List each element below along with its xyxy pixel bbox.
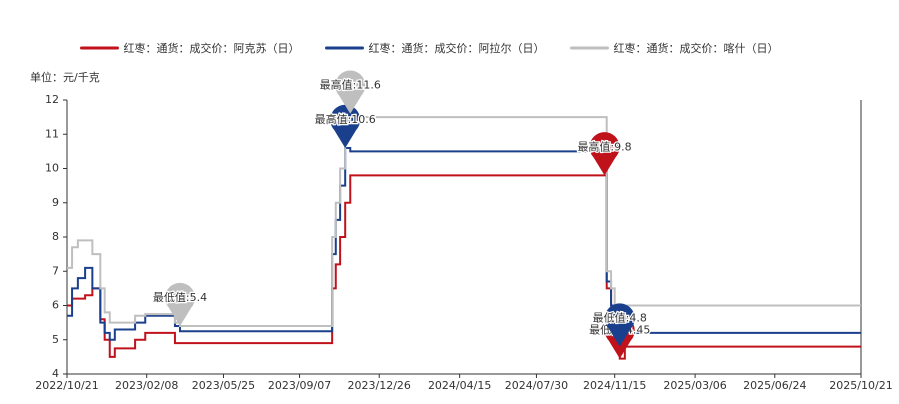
y-tick-label: 4 — [52, 367, 59, 380]
unit-label: 单位：元/千克 — [30, 70, 100, 84]
series-line — [67, 112, 861, 328]
x-tick-label: 2025/03/06 — [663, 379, 726, 392]
pin-marker — [604, 303, 635, 347]
x-tick-label: 2024/07/30 — [505, 379, 568, 392]
pin-label: 最高值:9.8 — [577, 139, 631, 153]
pin-marker — [330, 104, 361, 148]
y-tick-label: 11 — [45, 127, 59, 140]
legend-label: 红枣：通货：成交价：喀什（日） — [614, 41, 779, 55]
x-tick-label: 2025/06/24 — [743, 379, 806, 392]
y-tick-label: 12 — [45, 93, 59, 106]
pin-marker — [165, 282, 196, 327]
y-tick-label: 6 — [52, 299, 59, 312]
y-tick-label: 7 — [52, 264, 59, 277]
pin-marker — [335, 70, 366, 114]
pin-label: 最高值:10.6 — [315, 112, 376, 126]
y-tick-label: 9 — [52, 196, 59, 209]
pin-label: 最低值:4.8 — [593, 312, 647, 325]
x-tick-label: 2023/02/08 — [115, 379, 178, 392]
series-line — [67, 146, 861, 348]
x-tick-label: 2025/10/21 — [829, 379, 892, 392]
x-tick-label: 2023/12/26 — [348, 379, 411, 392]
x-tick-label: 2023/09/07 — [268, 379, 331, 392]
x-tick-label: 2023/05/25 — [192, 379, 255, 392]
y-tick-label: 10 — [45, 162, 59, 175]
pin-marker — [589, 132, 620, 176]
y-tick-label: 5 — [52, 333, 59, 346]
y-tick-label: 8 — [52, 230, 59, 243]
legend-label: 红枣：通货：成交价：阿克苏（日） — [124, 41, 300, 55]
x-tick-label: 2022/10/21 — [35, 379, 98, 392]
x-tick-label: 2024/04/15 — [428, 379, 491, 392]
x-tick-label: 2024/11/15 — [583, 379, 646, 392]
pin-label: 最高值:11.6 — [320, 78, 381, 92]
legend-label: 红枣：通货：成交价：阿拉尔（日） — [369, 41, 545, 55]
pin-label: 最低值:5.4 — [153, 291, 207, 304]
